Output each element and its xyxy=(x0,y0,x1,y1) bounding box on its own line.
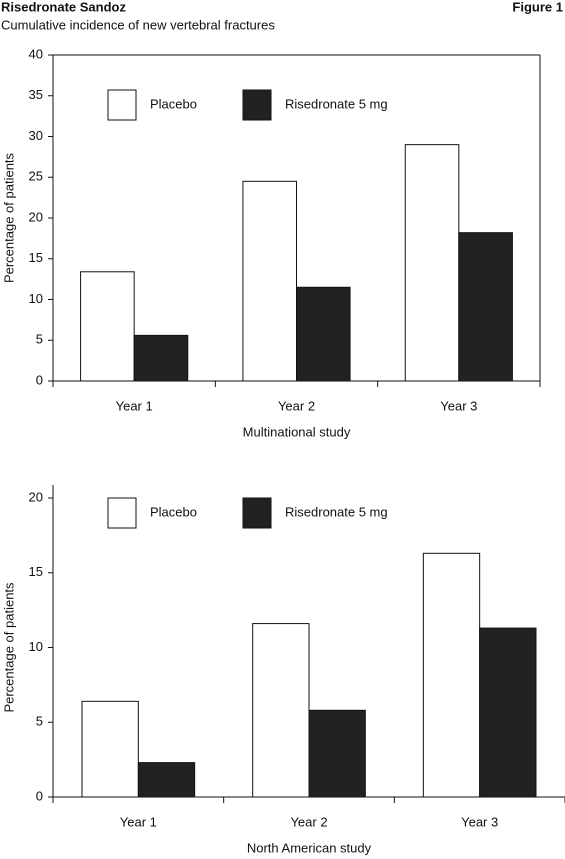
legend-swatch xyxy=(242,497,272,529)
y-tick-label: 15 xyxy=(29,250,43,265)
x-tick-label: Year 2 xyxy=(290,814,327,829)
bar xyxy=(137,762,196,798)
bar xyxy=(479,627,537,798)
figure-label: Figure 1 xyxy=(512,0,563,14)
bar xyxy=(81,700,139,798)
page-subtitle: Cumulative incidence of new vertebral fr… xyxy=(1,17,275,32)
y-tick-label: 10 xyxy=(29,639,43,654)
y-tick-label: 30 xyxy=(29,128,43,143)
legend-label: Risedronate 5 mg xyxy=(285,504,388,519)
x-tick-label: Year 1 xyxy=(120,814,157,829)
y-axis-label: Percentage of patients xyxy=(1,152,16,283)
y-tick-label: 5 xyxy=(36,714,43,729)
legend-label: Placebo xyxy=(150,96,197,111)
bar xyxy=(80,271,135,382)
legend-swatch xyxy=(107,497,137,529)
y-tick-label: 10 xyxy=(29,291,43,306)
y-tick-label: 20 xyxy=(29,489,43,504)
bar xyxy=(133,334,189,382)
bar xyxy=(308,709,366,798)
y-tick-label: 15 xyxy=(29,564,43,579)
y-tick-label: 0 xyxy=(36,788,43,803)
x-axis-label: Multinational study xyxy=(243,424,351,439)
y-tick-label: 0 xyxy=(36,372,43,387)
bar xyxy=(252,623,310,798)
x-tick-label: Year 3 xyxy=(440,398,477,413)
legend-swatch xyxy=(107,89,137,121)
y-tick-label: 35 xyxy=(29,87,43,102)
y-axis-label: Percentage of patients xyxy=(1,582,16,713)
bar xyxy=(404,144,460,382)
bar xyxy=(242,180,297,382)
y-tick-label: 5 xyxy=(36,332,43,347)
bar xyxy=(296,286,351,382)
legend-label: Risedronate 5 mg xyxy=(285,96,388,111)
legend-label: Placebo xyxy=(150,504,197,519)
y-tick-label: 25 xyxy=(29,169,43,184)
y-tick-label: 40 xyxy=(29,46,43,61)
bar xyxy=(458,232,513,382)
page-title: Risedronate Sandoz xyxy=(1,0,126,14)
x-tick-label: Year 1 xyxy=(116,398,153,413)
x-axis-label: North American study xyxy=(247,840,372,855)
x-tick-label: Year 2 xyxy=(278,398,315,413)
legend-swatch xyxy=(242,89,272,121)
y-tick-label: 20 xyxy=(29,209,43,224)
x-tick-label: Year 3 xyxy=(461,814,498,829)
bar xyxy=(422,552,481,798)
